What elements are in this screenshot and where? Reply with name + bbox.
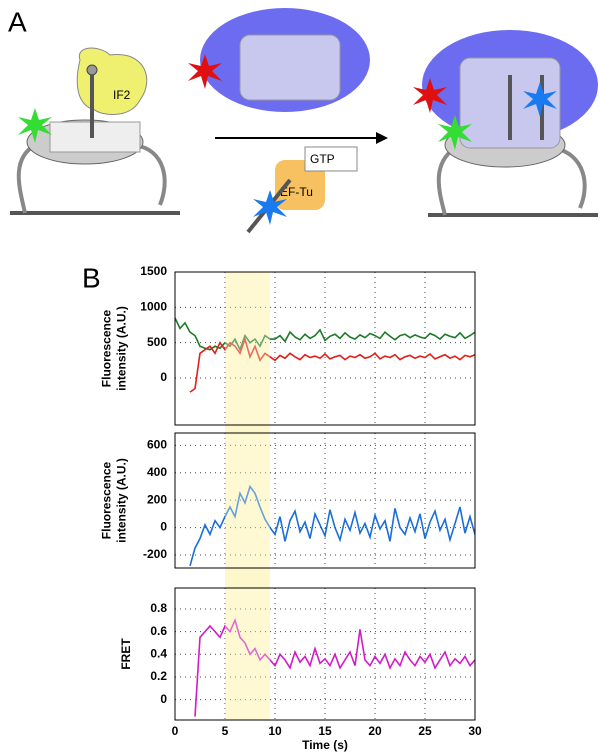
x-tick-label: 25 [418,724,432,738]
y-tick-label: 0 [160,692,167,706]
x-tick-label: 0 [172,724,179,738]
red-dye [413,78,447,113]
green-dye [438,115,472,150]
red-dye [188,54,222,89]
y-tick-label: 400 [147,465,167,479]
highlight [225,272,270,433]
x-tick-label: 30 [468,724,482,738]
gtp-box [304,146,358,172]
x-tick-label: 20 [368,724,382,738]
sites [49,121,141,153]
blue-dye [253,190,287,225]
trace [189,336,475,393]
if2 [76,47,148,115]
y-axis-label: FRET [119,638,133,670]
sites [239,34,341,101]
y-tick-label: 1000 [140,300,167,314]
highlight-tint [225,433,270,568]
plot-frame [174,432,476,569]
y-axis-label: Fluorescence [100,461,114,539]
y-tick-label: 0 [160,370,167,384]
mrna [554,146,587,209]
highlight-tint [225,272,270,425]
y-tick-label: 0.4 [150,646,167,660]
y-tick-label: 1500 [140,264,167,278]
y-tick-label: 500 [147,335,167,349]
amino-acid [86,64,98,76]
y-axis-label: Fluorescence [100,309,114,387]
diagram: IF2 GTP EF-Tu [10,8,598,234]
x-tick-label: 15 [318,724,332,738]
mrna [436,146,457,216]
y-axis-label: intensity (A.U.) [115,306,129,391]
trace [189,484,475,567]
x-tick-label: 10 [268,724,282,738]
y-tick-label: 0.8 [150,601,167,615]
gtp-label: GTP [310,152,335,166]
panel-label: B [82,262,101,293]
panel-label: A [8,6,27,37]
mrna [134,143,167,206]
ef-tu-label: EF-Tu [280,185,313,199]
plot-frame [174,271,476,426]
plot-frame [174,587,476,721]
y-tick-label: 600 [147,438,167,452]
y-axis-label: intensity (A.U.) [115,458,129,543]
highlight-tint [225,588,270,720]
ef-tu [275,160,325,210]
y-tick-label: 0.6 [150,624,167,638]
y-tick-label: -200 [143,547,167,561]
green-dye [18,108,52,143]
if2-label: IF2 [113,88,131,102]
y-tick-label: 0 [160,520,167,534]
arrow-head [376,132,388,144]
x-axis-label: Time (s) [302,738,348,752]
x-tick-label: 5 [222,724,229,738]
y-tick-label: 0.2 [150,669,167,683]
blue-dye [523,82,557,117]
trace [194,617,475,717]
y-tick-label: 200 [147,492,167,506]
highlight [225,588,270,720]
mrna [16,143,37,214]
trace [175,317,475,352]
